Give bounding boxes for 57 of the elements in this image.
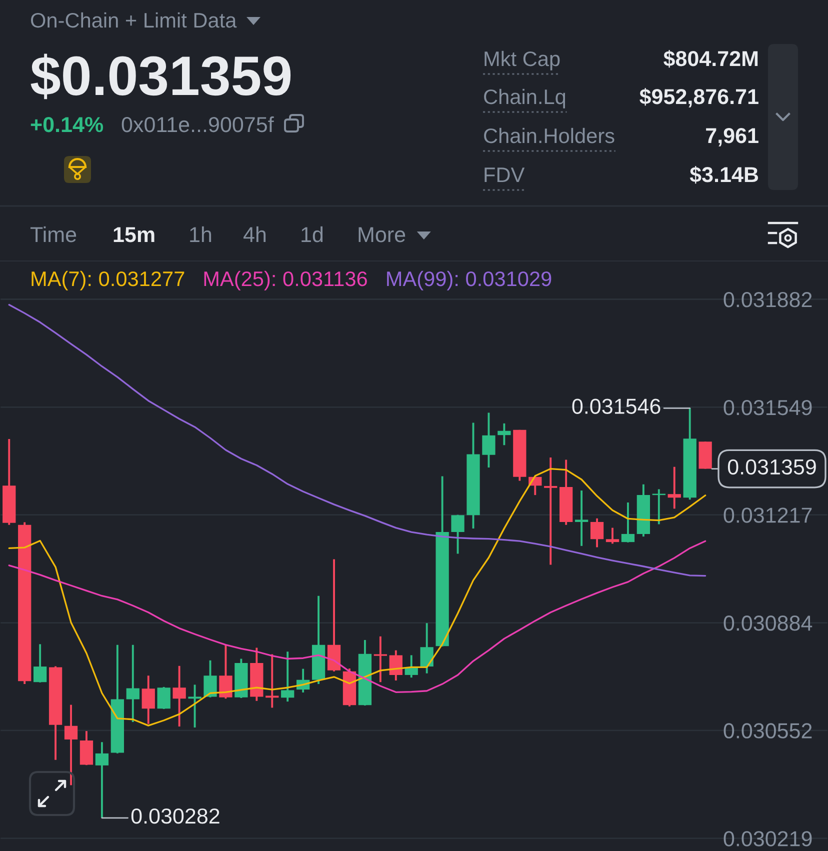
line-series	[8, 540, 706, 693]
candlestick	[219, 644, 232, 700]
text: +0.14%	[30, 116, 104, 132]
candlestick	[188, 684, 202, 728]
candlestick	[172, 664, 186, 728]
y-tick-label: 0.031882	[724, 292, 812, 308]
candlestick	[574, 490, 588, 547]
candlestick	[668, 466, 681, 510]
line-series	[8, 468, 706, 726]
text: MA(99): 0.031029	[387, 270, 552, 290]
candlestick	[544, 456, 558, 566]
candlestick	[606, 526, 620, 545]
candlestick	[374, 635, 388, 684]
candlestick	[498, 422, 511, 446]
text: $952,876.71	[640, 88, 758, 108]
text: $3.14B	[690, 166, 758, 184]
text: FDV	[484, 168, 525, 182]
candlestick	[621, 502, 635, 544]
text: Chain.Lq	[484, 88, 566, 108]
line-series	[8, 304, 706, 577]
candlestick	[33, 643, 47, 684]
candlestick	[204, 659, 217, 698]
text: More	[358, 227, 406, 242]
candlestick	[482, 412, 496, 468]
annotation: 0.031546	[572, 398, 660, 414]
candlestick	[281, 650, 294, 703]
text: 0.031359	[728, 459, 816, 475]
annotation: 0.030282	[131, 808, 220, 824]
text: 0x011e...90075f	[122, 116, 274, 132]
candlestick	[590, 517, 604, 548]
text: MA(7): 0.031277	[32, 270, 184, 290]
text: MA(25): 0.031136	[204, 270, 367, 290]
y-tick-label: 0.030884	[724, 616, 812, 631]
y-tick-label: 0.031217	[724, 508, 812, 523]
text: 4h	[243, 226, 266, 242]
text: 1d	[302, 226, 323, 242]
text: 7,961	[706, 128, 758, 146]
y-tick-label: 0.031549	[724, 400, 812, 416]
text: 1h	[190, 226, 212, 242]
chart-title: $0.031359	[30, 54, 291, 100]
text: On-Chain + Limit Data	[30, 12, 237, 28]
candlestick	[266, 653, 279, 709]
candlestick	[389, 649, 402, 682]
y-tick-label: 0.030219	[724, 831, 812, 846]
y-tick-label: 0.030552	[724, 723, 812, 738]
candlestick	[420, 622, 434, 674]
text: Time	[30, 226, 76, 242]
candlestick	[126, 644, 140, 723]
text: Chain.Holders	[484, 128, 614, 144]
candlestick	[142, 674, 155, 725]
text: Mkt Cap	[484, 50, 560, 70]
text: $804.72M	[664, 50, 758, 68]
text: 15m	[114, 227, 154, 242]
candlestick	[157, 686, 170, 710]
candlestick	[95, 741, 109, 819]
candlestick	[451, 514, 464, 555]
candlestick	[404, 654, 418, 679]
